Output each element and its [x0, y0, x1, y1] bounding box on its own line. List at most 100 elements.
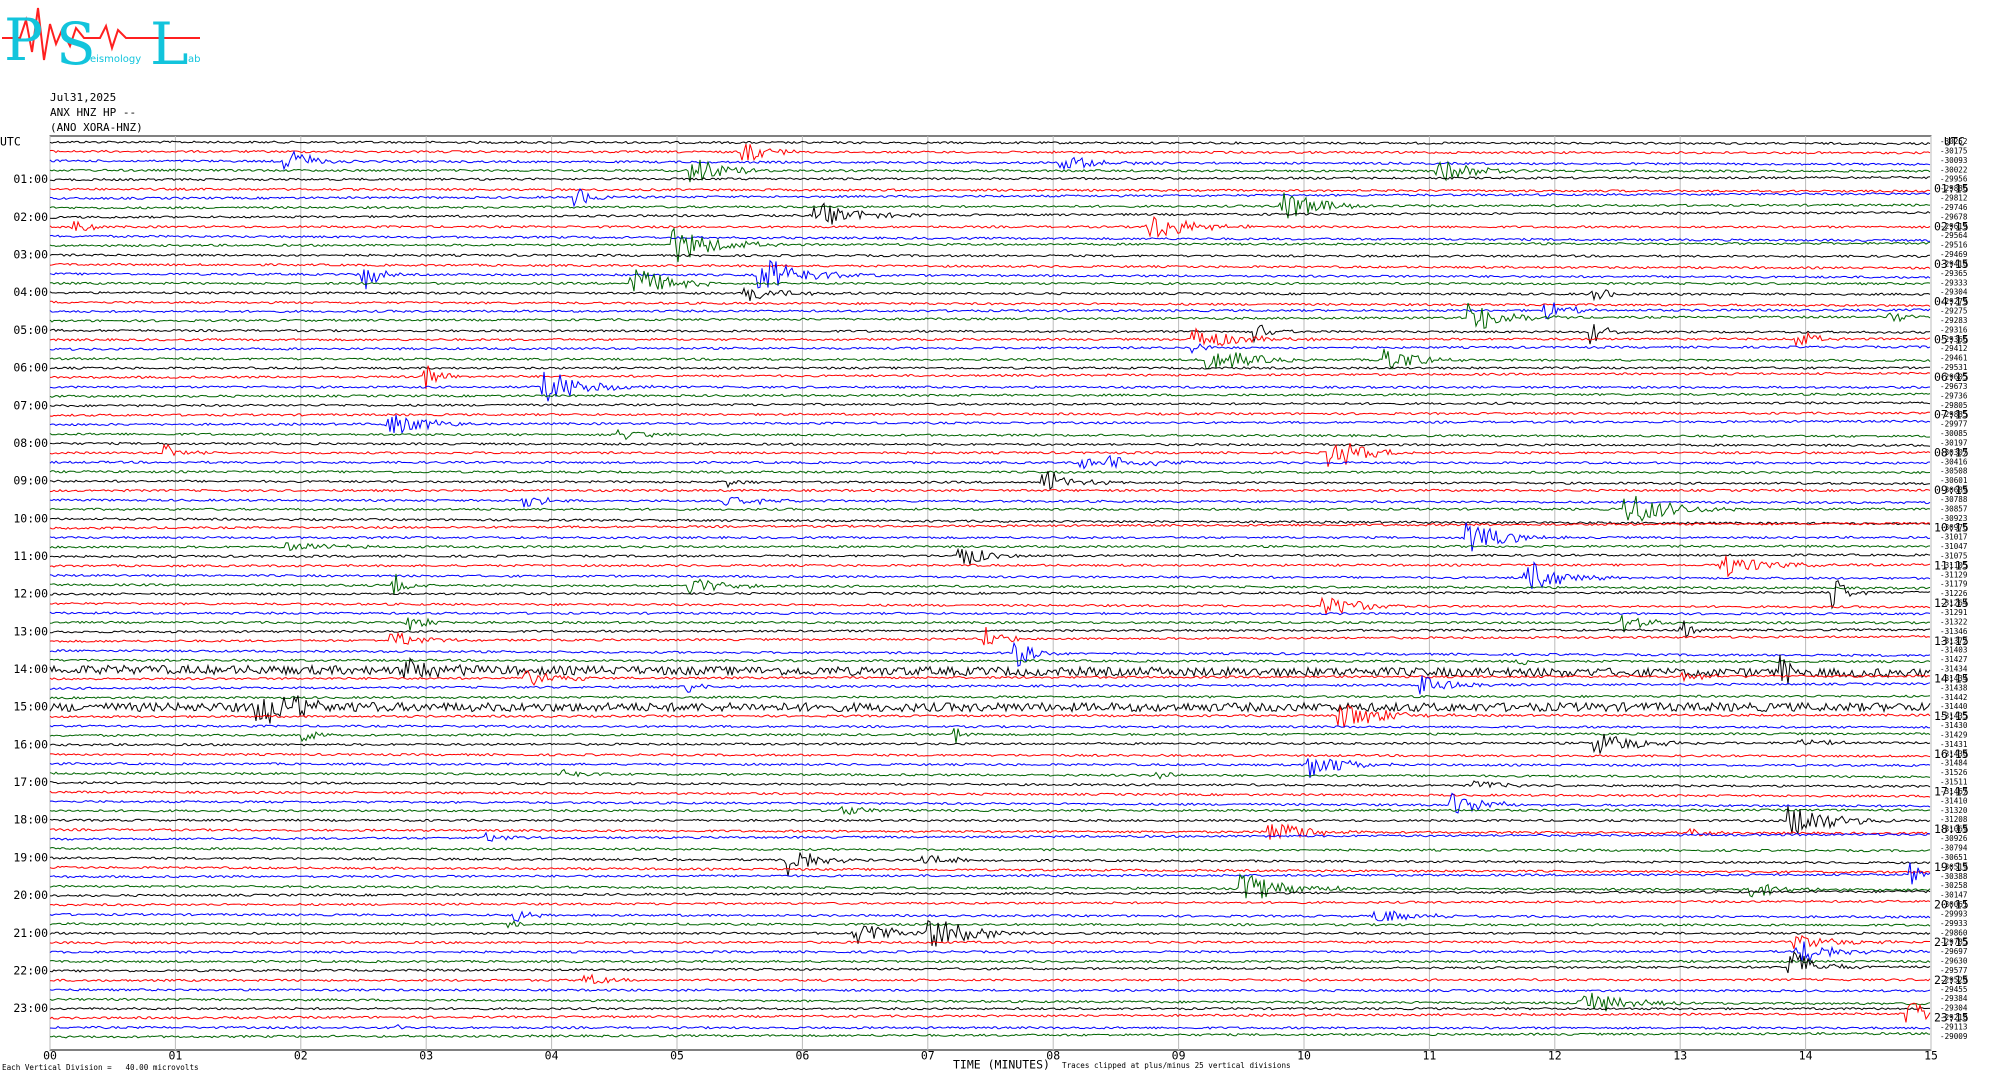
trace	[49, 262, 1931, 270]
trace-offset: -31017	[1940, 533, 1967, 542]
trace-offset: -29218	[1940, 1013, 1968, 1022]
trace	[49, 920, 1931, 947]
station: ANX HNZ HP --	[50, 106, 136, 119]
hour-label-right: 11:15	[1934, 558, 1969, 572]
trace	[49, 202, 1931, 225]
trace-offset: -30926	[1940, 834, 1968, 843]
trace	[49, 302, 1931, 329]
trace-offset: -29577	[1940, 966, 1967, 975]
hour-label-right: 22:15	[1934, 973, 1969, 987]
trace-offset: -29630	[1940, 957, 1968, 966]
trace	[49, 187, 1931, 208]
hour-label-right: 07:15	[1934, 408, 1969, 422]
trace-offset: -29886	[1940, 184, 1968, 193]
trace	[49, 988, 1931, 993]
trace-offset: -31435	[1940, 712, 1967, 721]
x-axis-label: TIME (MINUTES)	[953, 1058, 1050, 1072]
trace-offset: -31442	[1940, 693, 1967, 702]
trace-offset: -30252	[1940, 137, 1967, 146]
trace	[49, 627, 1931, 646]
trace	[49, 470, 1931, 490]
hour-label-left: 21:00	[13, 926, 48, 940]
trace	[50, 889, 1931, 898]
trace	[49, 414, 1931, 435]
trace-offset: -30175	[1940, 146, 1967, 155]
trace-offset: -30519	[1940, 862, 1968, 871]
trace-offset: -29304	[1940, 1004, 1968, 1013]
trace	[49, 555, 1931, 578]
trace	[49, 253, 1931, 258]
logo: P S L eismology ab	[2, 6, 200, 78]
trace	[49, 573, 1931, 595]
trace	[49, 324, 1931, 345]
trace-offset: -30416	[1940, 457, 1968, 466]
x-tick-label: 01	[168, 1049, 182, 1063]
hour-label-right: 02:15	[1934, 219, 1969, 233]
trace	[49, 899, 1931, 907]
trace-offset: -31346	[1940, 627, 1968, 636]
trace-offset: -30197	[1940, 438, 1967, 447]
trace-offset: -31484	[1940, 759, 1968, 768]
trace-offset: -29113	[1940, 1022, 1967, 1031]
x-tick-label: 08	[1046, 1049, 1060, 1063]
hour-label-right: 17:15	[1934, 784, 1969, 798]
trace-offset: -31430	[1940, 721, 1968, 730]
hour-label-right: 06:15	[1934, 370, 1969, 384]
trace	[49, 547, 1931, 565]
hour-label-left: 20:00	[13, 888, 48, 902]
hour-label-left: 15:00	[13, 700, 48, 714]
trace	[49, 1002, 1931, 1023]
trace	[49, 724, 1931, 729]
trace	[49, 542, 1931, 552]
trace	[49, 959, 1931, 964]
trace	[49, 495, 1931, 522]
hour-label-left: 17:00	[13, 775, 48, 789]
trace	[49, 865, 1931, 874]
trace-offset: -31440	[1940, 702, 1968, 711]
hour-label-right: 20:15	[1934, 898, 1969, 912]
logo-wave	[2, 7, 200, 61]
trace	[49, 1024, 1931, 1030]
trace-offset: -31105	[1940, 561, 1967, 570]
hour-label-left: 07:00	[13, 398, 48, 412]
trace-offset: -31208	[1940, 815, 1968, 824]
scale-note: Each Vertical Division = 40.00 microvolt…	[2, 1063, 199, 1072]
trace	[49, 658, 1931, 666]
trace-offset: -29365	[1940, 269, 1967, 278]
trace-offset: -31431	[1940, 740, 1968, 749]
trace-offset: -29746	[1940, 203, 1968, 212]
x-tick-label: 03	[419, 1049, 433, 1063]
trace	[49, 758, 1931, 778]
logo-small: eismology	[90, 54, 141, 65]
trace-offset: -29977	[1940, 420, 1967, 429]
trace	[49, 441, 1931, 448]
hour-label-left: 13:00	[13, 624, 48, 638]
trace-offset: -29736	[1940, 391, 1968, 400]
trace	[49, 365, 1931, 389]
hour-label-left: 23:00	[13, 1001, 48, 1015]
hour-label-left: 08:00	[13, 436, 48, 450]
trace	[49, 950, 1931, 974]
trace	[49, 611, 1931, 616]
trace-offset: -30508	[1940, 467, 1968, 476]
hour-label-left: 03:00	[13, 248, 48, 262]
hour-label-right: 09:15	[1934, 483, 1969, 497]
clip-note: Traces clipped at plus/minus 25 vertical…	[1062, 1061, 1291, 1070]
trace	[49, 259, 1931, 290]
trace-offset: -30388	[1940, 872, 1968, 881]
trace-offset: -31075	[1940, 551, 1967, 560]
trace	[49, 790, 1931, 798]
trace-offset: -30307	[1940, 448, 1967, 457]
logo-letter: S	[56, 10, 96, 78]
trace	[49, 150, 1931, 171]
trace	[49, 143, 1931, 162]
trace-offset: -30788	[1940, 495, 1968, 504]
trace	[49, 227, 1931, 263]
trace-offset: -30258	[1940, 881, 1968, 890]
trace	[49, 521, 1931, 530]
network: (ANO XORA-HNZ)	[50, 121, 143, 134]
trace-offset: -29785	[1940, 938, 1967, 947]
trace	[49, 654, 1931, 685]
logo-letter: L	[150, 10, 189, 78]
trace	[49, 675, 1931, 695]
